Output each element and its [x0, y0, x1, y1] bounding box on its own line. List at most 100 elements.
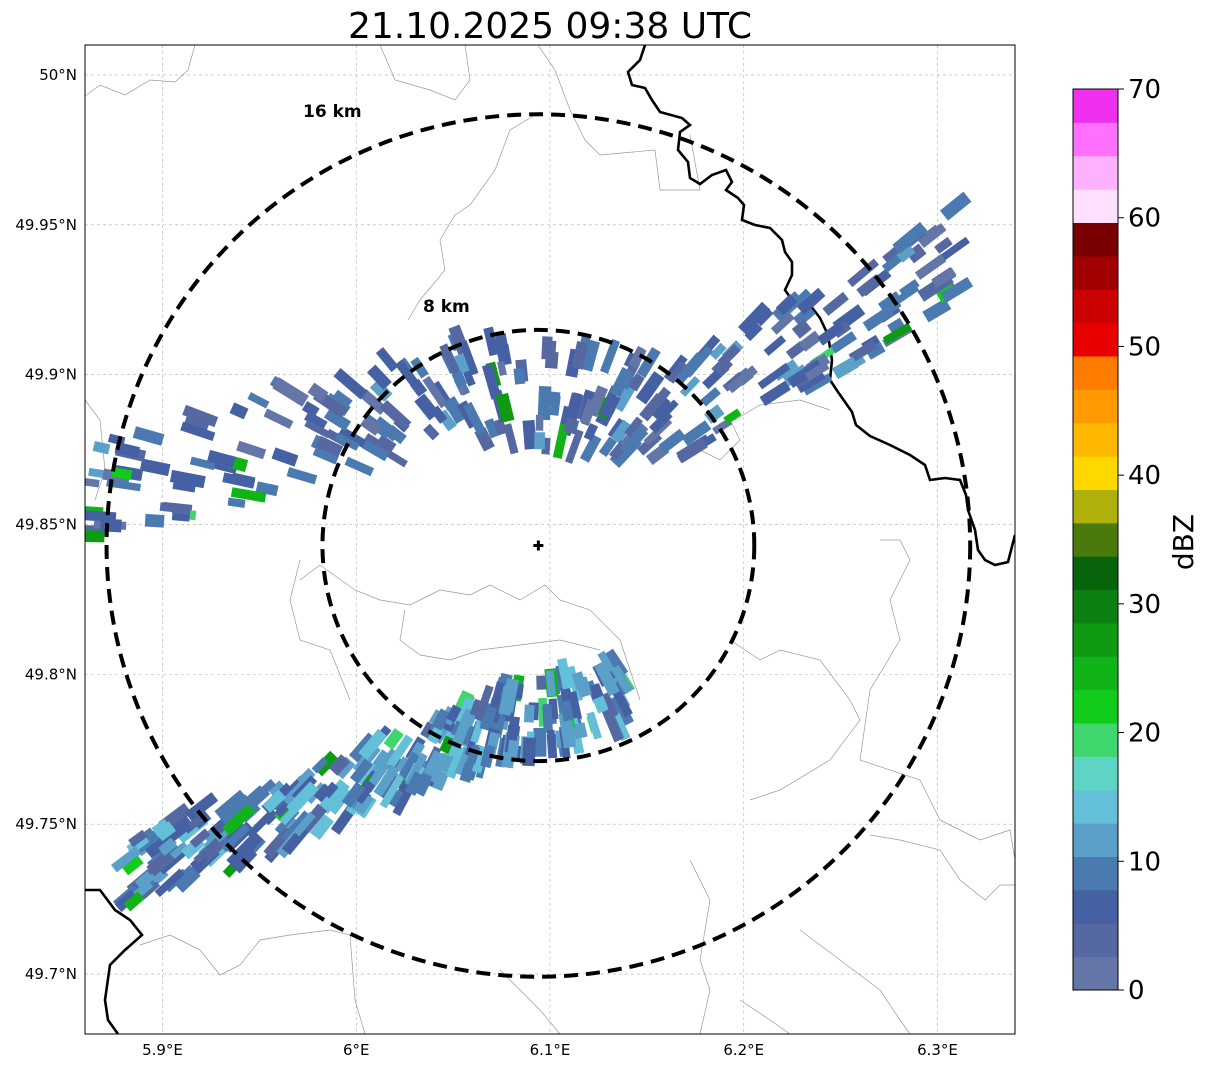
lat-tick-label: 50°N: [39, 66, 77, 84]
echo-cell: [481, 363, 502, 400]
echo-cell: [247, 392, 270, 409]
echo-cell: [226, 846, 246, 866]
echo-cell: [712, 355, 733, 377]
colorbar: 0 10 20 30 40 50 60 70 dBZ: [1072, 75, 1200, 1006]
echo-cell: [454, 351, 474, 374]
echo-cell: [484, 418, 500, 439]
echo-cell: [422, 375, 448, 409]
echo-cell: [312, 447, 339, 465]
colorbar-segments: [1073, 89, 1118, 991]
border-luxembourg-belgium-france: [85, 888, 144, 1034]
echo-cell: [171, 505, 191, 515]
echo-cell: [154, 868, 185, 898]
echo-cell: [281, 825, 309, 856]
echo-cell: [571, 340, 589, 370]
echo-cell: [398, 751, 422, 780]
echo-cell: [490, 681, 505, 709]
boundary-line: [729, 639, 861, 801]
colorbar-segment: [1073, 289, 1118, 324]
echo-cell: [439, 735, 456, 755]
echo-cell: [602, 708, 623, 743]
echo-cell: [344, 456, 375, 477]
echo-cell: [309, 813, 334, 841]
boundary-line: [689, 859, 711, 1034]
echo-cell: [917, 224, 941, 246]
echo-cell: [791, 319, 812, 339]
echo-cell: [379, 774, 405, 809]
range-rings: [104, 112, 973, 979]
boundary-line: [139, 929, 366, 1034]
echo-cell: [218, 794, 252, 825]
echo-cell: [709, 342, 727, 360]
echo-cell: [556, 657, 573, 690]
colorbar-tick-label: 50: [1128, 332, 1161, 362]
echo-cell: [386, 788, 404, 808]
echo-cell: [798, 330, 822, 352]
echo-cell: [123, 891, 145, 912]
echo-cell: [207, 449, 236, 469]
echo-cell: [443, 395, 468, 425]
echo-cell: [618, 372, 635, 391]
colorbar-segment: [1073, 189, 1118, 223]
colorbar-segment: [1073, 589, 1118, 624]
colorbar-segment: [1073, 556, 1118, 591]
echo-cell: [503, 423, 519, 455]
colorbar-segment: [1073, 222, 1118, 257]
colorbar-segment: [1073, 723, 1118, 757]
echo-cell: [848, 340, 878, 363]
echo-cell: [246, 811, 273, 839]
lon-tick-label: 6.1°E: [530, 1041, 571, 1059]
echo-cell: [628, 345, 646, 369]
echo-cell: [430, 405, 448, 424]
echo-cell: [182, 404, 219, 428]
echo-cell: [100, 518, 122, 533]
echo-cell: [128, 829, 148, 848]
echo-cell: [286, 781, 319, 815]
echo-cell: [579, 434, 602, 463]
echo-cell: [366, 364, 392, 390]
echo-cell: [483, 326, 500, 357]
map-panel: 16 km 8 km 5.9°E 6°E 6.1°E 6.2°E 6.3°E 50°N 4…: [15, 44, 1016, 1059]
echo-cell: [85, 476, 100, 488]
echo-cell: [304, 411, 328, 431]
echo-cell: [931, 267, 957, 289]
echo-cell: [474, 684, 494, 722]
echo-cell: [330, 389, 353, 411]
echo-cell: [379, 400, 412, 431]
echo-cell: [271, 447, 299, 467]
echo-cell: [940, 276, 974, 303]
echo-cell: [423, 423, 440, 441]
echo-cell: [189, 456, 216, 471]
echo-cell: [610, 419, 633, 444]
echo-cell: [221, 803, 256, 836]
colorbar-segment: [1073, 456, 1118, 490]
echo-cell: [796, 287, 826, 315]
echo-cell: [580, 339, 601, 372]
echo-cell: [311, 757, 329, 774]
echo-cell: [542, 704, 553, 734]
colorbar-segment: [1073, 823, 1118, 858]
echo-cell: [230, 487, 267, 503]
echo-cell: [452, 710, 475, 745]
boundary-line: [499, 969, 561, 1034]
colorbar-tick-label: 20: [1128, 719, 1161, 749]
echo-cell: [552, 423, 569, 459]
echo-cell: [564, 429, 584, 464]
echo-cell: [757, 362, 791, 390]
echo-cell: [154, 821, 177, 842]
echo-cell: [134, 870, 155, 890]
range-ring-16km: [104, 112, 973, 979]
echo-cell: [377, 434, 397, 452]
echo-cell: [479, 702, 498, 732]
echo-cell: [594, 661, 620, 697]
boundary-line: [289, 559, 351, 701]
colorbar-segment: [1073, 122, 1118, 157]
national-borders: [85, 45, 1015, 1034]
boundary-line: [399, 609, 601, 661]
echo-cell: [293, 811, 316, 837]
echo-cell: [507, 716, 520, 741]
echo-cell: [535, 414, 544, 431]
echo-cell: [111, 467, 133, 481]
lon-tick-label: 5.9°E: [142, 1041, 183, 1059]
echo-cell: [563, 417, 580, 435]
